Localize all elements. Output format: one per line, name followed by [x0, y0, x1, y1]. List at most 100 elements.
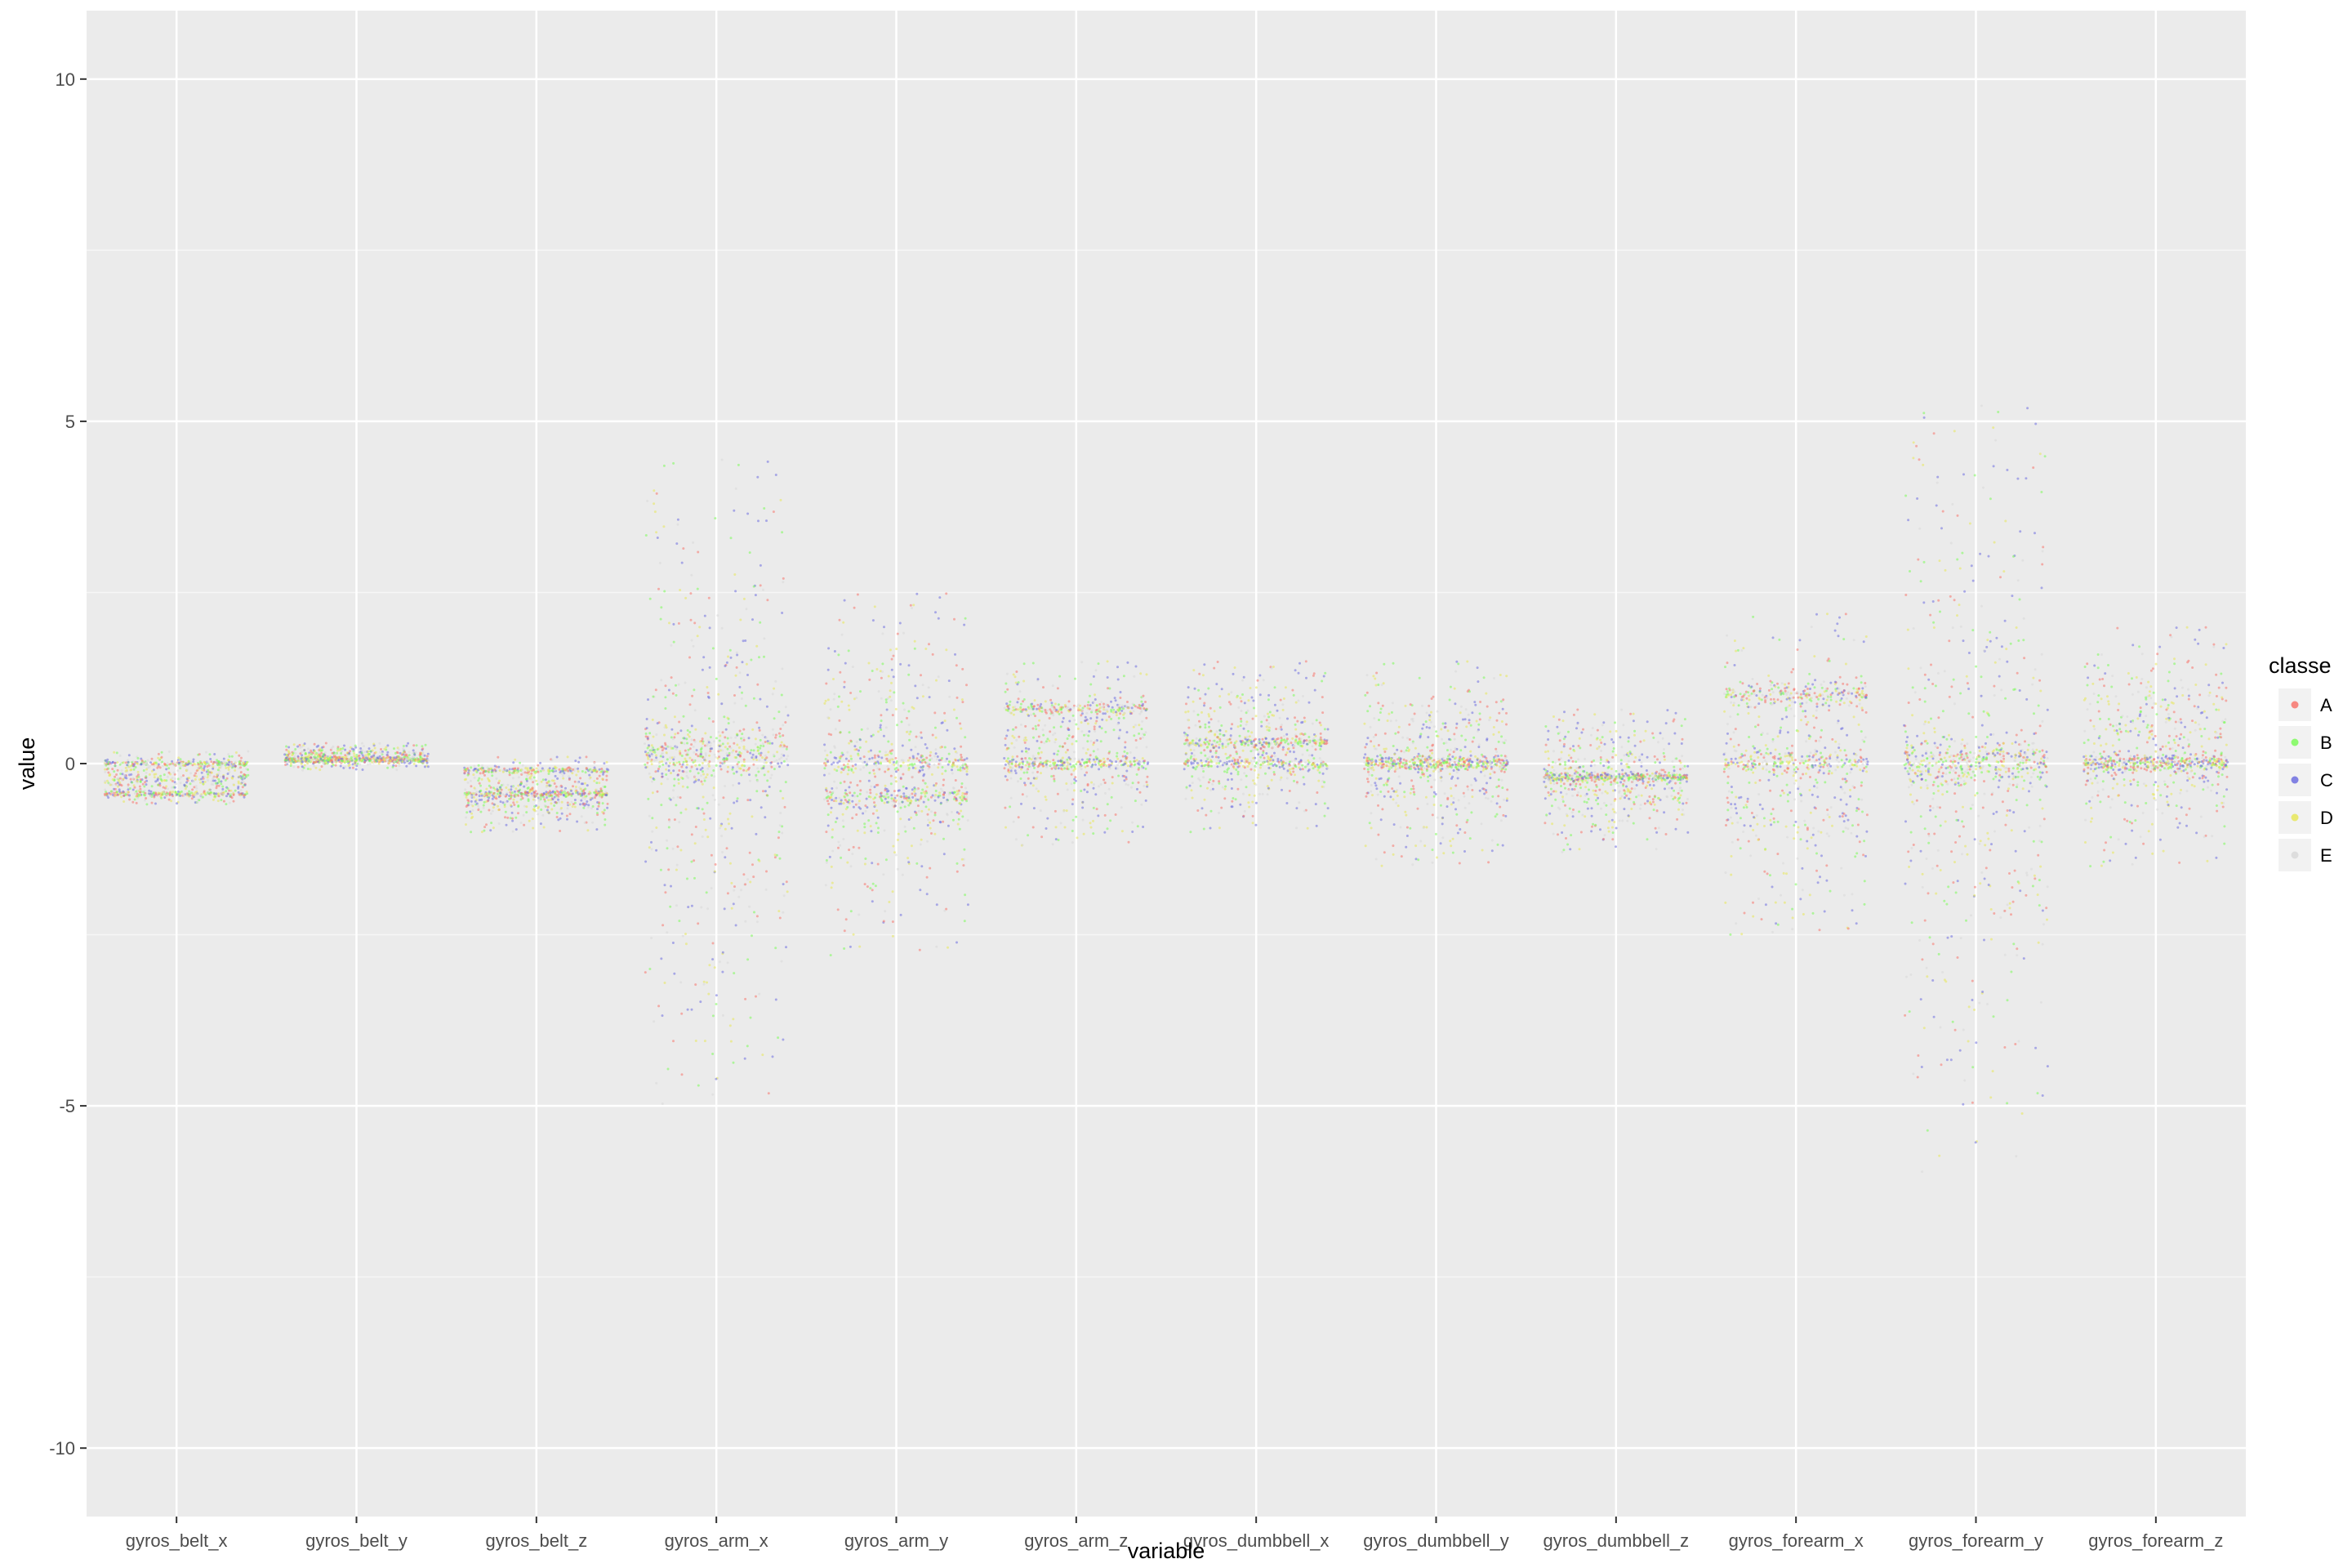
data-point	[373, 746, 376, 750]
data-point	[412, 751, 415, 755]
data-points	[103, 404, 2230, 1174]
data-point	[651, 747, 654, 751]
data-point	[351, 766, 354, 769]
data-point	[906, 857, 910, 860]
data-point	[506, 783, 510, 786]
data-point	[678, 750, 681, 753]
data-point	[771, 1055, 774, 1058]
data-point	[386, 751, 390, 754]
data-point	[1137, 781, 1140, 784]
data-point	[533, 805, 537, 808]
data-point	[1116, 757, 1120, 760]
data-point	[931, 733, 934, 737]
data-point	[1090, 765, 1094, 768]
data-point	[694, 826, 697, 828]
data-point	[1141, 707, 1143, 710]
data-point	[179, 792, 181, 795]
data-point	[925, 756, 929, 760]
data-point	[295, 760, 298, 763]
data-point	[1072, 789, 1076, 792]
data-point	[951, 772, 954, 775]
data-point	[673, 818, 676, 822]
data-point	[856, 784, 859, 786]
data-point	[921, 768, 924, 772]
data-point	[736, 653, 739, 657]
data-point	[672, 758, 675, 761]
data-point	[782, 577, 785, 580]
data-point	[480, 777, 483, 781]
data-point	[908, 733, 911, 736]
data-point	[686, 877, 688, 880]
data-point	[847, 649, 850, 653]
data-point	[141, 782, 145, 786]
data-point	[1045, 798, 1048, 801]
data-point	[215, 792, 218, 795]
data-point	[920, 731, 923, 734]
data-point	[707, 717, 710, 720]
data-point	[216, 768, 220, 772]
data-point	[542, 791, 546, 795]
data-point	[526, 786, 529, 790]
data-point	[557, 798, 559, 801]
data-point	[146, 763, 149, 766]
data-point	[1061, 720, 1064, 724]
data-point	[127, 754, 131, 757]
data-point	[915, 757, 919, 760]
data-point	[104, 770, 107, 773]
data-point	[849, 781, 853, 784]
data-point	[675, 542, 679, 546]
data-point	[1110, 717, 1113, 720]
data-point	[228, 755, 231, 758]
data-point	[1080, 768, 1083, 771]
data-point	[892, 675, 895, 679]
data-point	[726, 742, 729, 745]
data-point	[740, 737, 742, 740]
data-point	[202, 782, 205, 786]
data-point	[292, 751, 295, 755]
data-point	[1101, 718, 1104, 721]
data-point	[647, 797, 650, 800]
data-point	[707, 596, 710, 599]
data-point	[715, 737, 718, 740]
data-point	[604, 791, 608, 794]
data-point	[237, 780, 240, 783]
data-point	[744, 883, 747, 886]
data-point	[355, 753, 359, 756]
data-point	[666, 777, 669, 781]
data-point	[920, 791, 923, 795]
data-point	[667, 764, 670, 768]
data-point	[849, 910, 853, 913]
data-point	[667, 868, 670, 871]
data-point	[745, 608, 748, 611]
data-point	[864, 804, 867, 808]
data-point	[1057, 750, 1060, 753]
data-point	[524, 791, 528, 795]
data-point	[525, 777, 528, 781]
data-point	[1111, 776, 1114, 779]
data-point	[1117, 717, 1120, 719]
data-point	[825, 790, 828, 793]
data-point	[892, 654, 895, 657]
data-point	[702, 742, 705, 745]
data-point	[834, 821, 837, 823]
data-point	[915, 862, 919, 865]
data-point	[766, 794, 769, 797]
data-point	[687, 733, 689, 736]
data-point	[851, 764, 854, 768]
data-point	[662, 751, 664, 755]
data-point	[504, 816, 506, 819]
data-point	[596, 808, 599, 811]
data-point	[555, 755, 559, 759]
data-point	[678, 821, 681, 824]
data-point	[853, 697, 856, 701]
data-point	[574, 790, 577, 793]
data-point	[718, 745, 721, 748]
data-point	[719, 768, 723, 771]
data-point	[165, 785, 168, 788]
data-point	[523, 804, 526, 808]
data-point	[1018, 765, 1021, 768]
data-point	[866, 763, 869, 766]
data-point	[907, 724, 911, 727]
data-point	[717, 693, 720, 696]
data-point	[756, 750, 760, 752]
